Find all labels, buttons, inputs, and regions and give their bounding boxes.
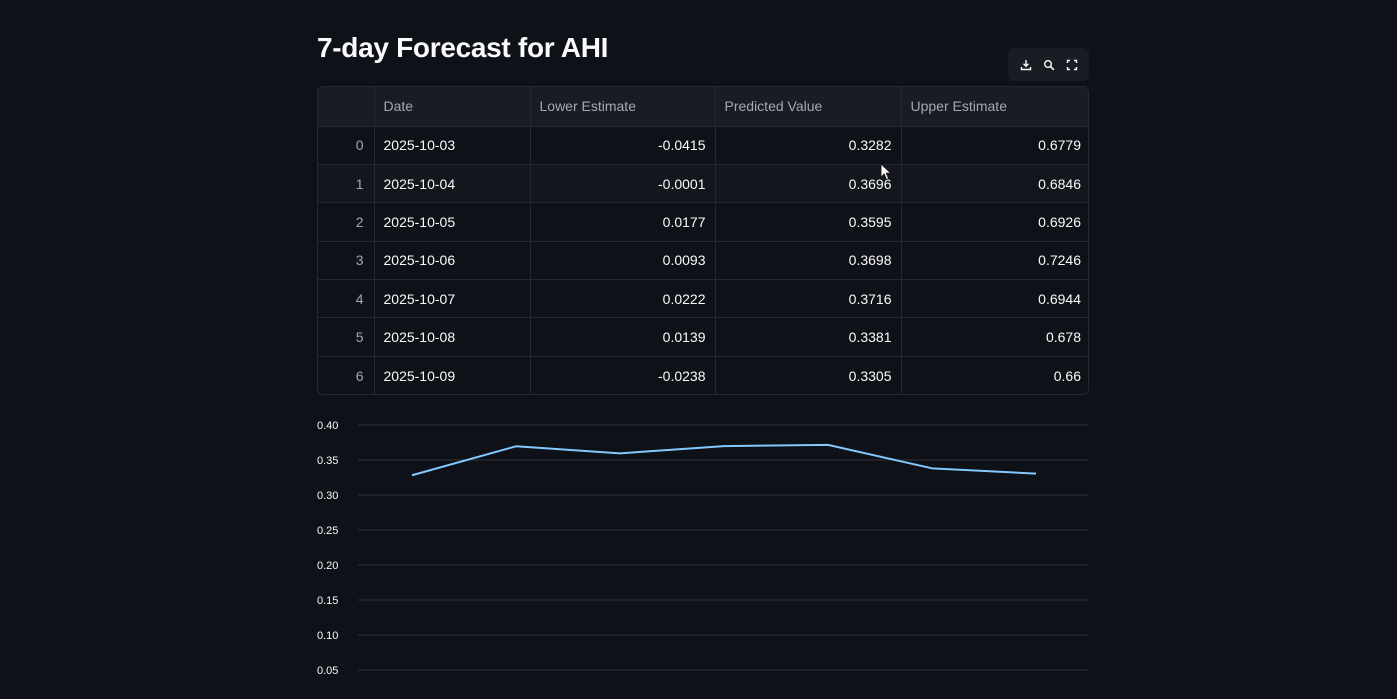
download-icon <box>1020 59 1031 70</box>
table-header-row: Date Lower Estimate Predicted Value Uppe… <box>318 87 1088 127</box>
row-index: 6 <box>318 356 375 394</box>
table-toolbar <box>1008 48 1089 81</box>
y-tick-label: 0.10 <box>317 630 338 642</box>
y-tick-label: 0.15 <box>317 595 338 607</box>
series-line[interactable] <box>411 443 1037 477</box>
index-header[interactable] <box>318 87 375 127</box>
predicted-value-cell[interactable]: 0.3698 <box>715 241 902 281</box>
chart-grid <box>358 424 1088 671</box>
lower-estimate-header[interactable]: Lower Estimate <box>530 87 716 127</box>
download-button[interactable] <box>1016 55 1036 75</box>
predicted-value-cell[interactable]: 0.3381 <box>715 317 902 357</box>
upper-estimate-cell[interactable]: 0.7246 <box>901 241 1088 281</box>
y-tick-label: 0.25 <box>317 525 338 537</box>
row-index: 3 <box>318 241 375 281</box>
upper-estimate-cell[interactable]: 0.6846 <box>901 164 1088 204</box>
lower-estimate-cell[interactable]: -0.0415 <box>530 126 716 165</box>
table-row[interactable]: 0 2025-10-03 -0.0415 0.3282 0.6779 <box>318 126 1088 165</box>
upper-estimate-cell[interactable]: 0.678 <box>901 317 1088 357</box>
date-cell[interactable]: 2025-10-03 <box>374 126 531 165</box>
upper-estimate-cell[interactable]: 0.6944 <box>901 279 1088 319</box>
table-row[interactable]: 1 2025-10-04 -0.0001 0.3696 0.6846 <box>318 164 1088 204</box>
search-button[interactable] <box>1039 55 1059 75</box>
row-index: 4 <box>318 279 375 319</box>
lower-estimate-cell[interactable]: 0.0139 <box>530 317 716 357</box>
y-tick-label: 0.20 <box>317 560 338 572</box>
search-icon <box>1043 59 1054 70</box>
upper-estimate-cell[interactable]: 0.66 <box>1053 367 1081 384</box>
predicted-value-cell[interactable]: 0.3305 <box>715 356 902 394</box>
page-title: 7-day Forecast for AHI <box>317 32 609 63</box>
date-cell[interactable]: 2025-10-05 <box>374 202 531 242</box>
y-tick-label: 0.40 <box>317 420 338 432</box>
lower-estimate-cell[interactable]: -0.0238 <box>530 356 716 394</box>
y-tick-label: 0.30 <box>317 490 338 502</box>
chart-series <box>411 443 1037 477</box>
forecast-table: Date Lower Estimate Predicted Value Uppe… <box>317 86 1089 395</box>
table-row[interactable]: 2 2025-10-05 0.0177 0.3595 0.6926 <box>318 202 1088 242</box>
upper-estimate-header[interactable]: Upper Estimate <box>901 87 1088 127</box>
date-cell[interactable]: 2025-10-07 <box>374 279 531 319</box>
table-row[interactable]: 3 2025-10-06 0.0093 0.3698 0.7246 <box>318 241 1088 281</box>
lower-estimate-cell[interactable]: -0.0001 <box>530 164 716 204</box>
date-cell[interactable]: 2025-10-06 <box>374 241 531 281</box>
table-row[interactable]: 5 2025-10-08 0.0139 0.3381 0.678 <box>318 317 1088 357</box>
lower-estimate-cell[interactable]: 0.0093 <box>530 241 716 281</box>
fullscreen-icon <box>1066 59 1077 70</box>
forecast-line-chart[interactable]: 0.400.350.300.250.200.150.100.050.00 <box>300 415 1100 699</box>
lower-estimate-cell[interactable]: 0.0177 <box>530 202 716 242</box>
table-row[interactable]: 6 2025-10-09 -0.0238 0.3305 0.66 <box>318 356 1088 394</box>
mouse-cursor-icon <box>880 163 892 181</box>
row-index: 2 <box>318 202 375 242</box>
row-index: 0 <box>318 126 375 165</box>
upper-estimate-cell[interactable]: 0.6779 <box>901 126 1088 165</box>
predicted-value-cell[interactable]: 0.3716 <box>715 279 902 319</box>
table-row[interactable]: 4 2025-10-07 0.0222 0.3716 0.6944 <box>318 279 1088 319</box>
y-axis-ticks: 0.400.350.300.250.200.150.100.050.00 <box>317 420 338 677</box>
date-cell[interactable]: 2025-10-04 <box>374 164 531 204</box>
predicted-value-header[interactable]: Predicted Value <box>715 87 902 127</box>
row-index: 5 <box>318 317 375 357</box>
date-cell[interactable]: 2025-10-09 <box>374 356 531 394</box>
date-cell[interactable]: 2025-10-08 <box>374 317 531 357</box>
y-tick-label: 0.35 <box>317 455 338 467</box>
predicted-value-cell[interactable]: 0.3595 <box>715 202 902 242</box>
date-header[interactable]: Date <box>374 87 531 127</box>
predicted-value-cell[interactable]: 0.3696 <box>715 164 902 204</box>
row-index: 1 <box>318 164 375 204</box>
lower-estimate-cell[interactable]: 0.0222 <box>530 279 716 319</box>
upper-estimate-cell[interactable]: 0.6926 <box>901 202 1088 242</box>
fullscreen-button[interactable] <box>1062 55 1082 75</box>
predicted-value-cell[interactable]: 0.3282 <box>715 126 902 165</box>
y-tick-label: 0.05 <box>317 665 338 677</box>
